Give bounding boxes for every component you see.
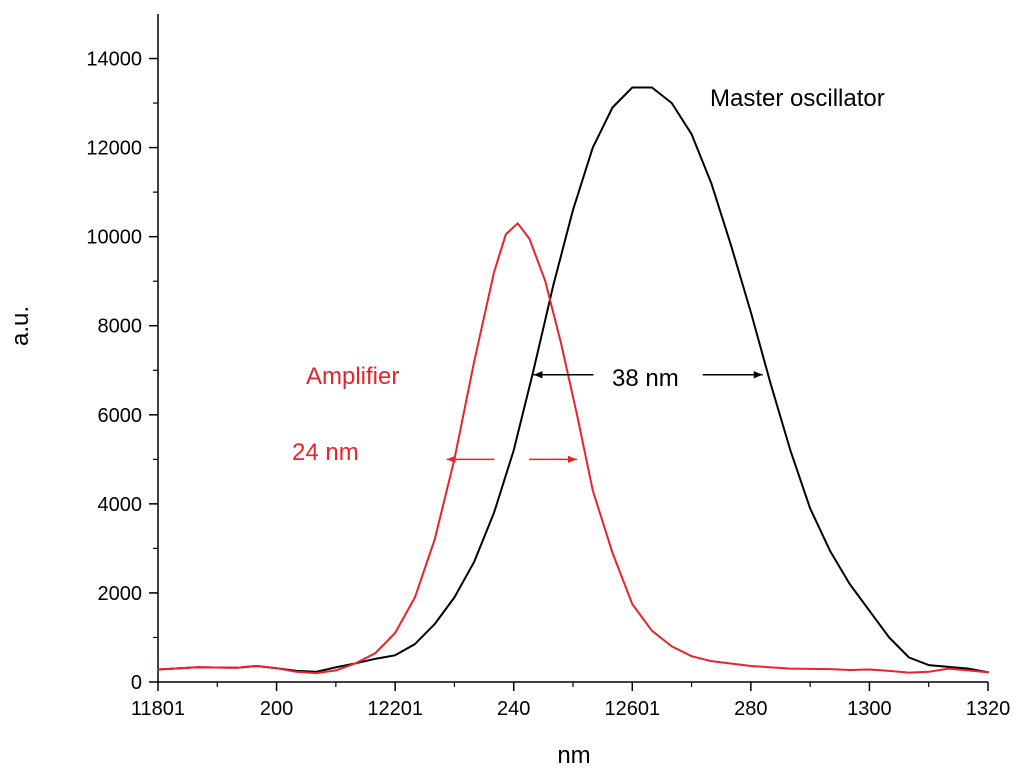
y-tick-label: 4000 [98,494,143,516]
x-tick-label: 1300 [847,698,892,720]
y-axis-title: a.u. [7,306,34,346]
x-tick-label: 12601 [604,698,660,720]
x-axis-ticks: 11801 200 12201 240 12601 280 1300 1320 [131,682,1010,720]
amplifier-line [157,222,989,675]
x-tick-label: 1320 [966,698,1011,720]
y-tick-label: 12000 [86,138,142,160]
y-tick-label: 6000 [98,405,143,427]
y-tick-label: 14000 [86,49,142,71]
master-oscillator-label: Master oscillator [710,85,885,112]
x-axis-title: nm [557,742,590,769]
y-axis-ticks: 0 2000 4000 6000 8000 10000 12000 14000 [86,49,158,694]
amplifier-fwhm-label: 24 nm [292,439,359,466]
fwhm-markers [446,371,763,463]
amplifier-label: Amplifier [306,363,399,390]
x-tick-label: 12201 [367,698,423,720]
series-layer [157,86,989,675]
axes [157,14,988,683]
x-tick-label: 280 [734,698,767,720]
y-tick-label: 2000 [98,583,143,605]
y-tick-label: 0 [131,672,142,694]
master-oscillator-line [157,86,989,674]
master-fwhm-label: 38 nm [612,365,679,392]
x-tick-label: 200 [260,698,293,720]
x-tick-label: 11801 [131,698,185,720]
x-tick-label: 240 [497,698,530,720]
y-tick-label: 10000 [86,227,142,249]
y-tick-label: 8000 [98,316,143,338]
